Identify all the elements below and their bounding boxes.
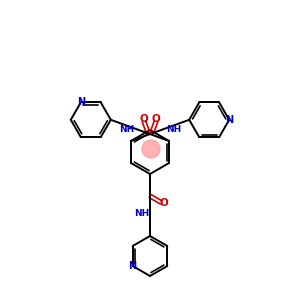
Text: N: N bbox=[77, 98, 85, 107]
Circle shape bbox=[142, 140, 160, 158]
Text: NH: NH bbox=[134, 209, 150, 218]
Text: NH: NH bbox=[119, 125, 134, 134]
Text: O: O bbox=[140, 114, 148, 124]
Text: O: O bbox=[160, 197, 169, 208]
Text: NH: NH bbox=[166, 125, 181, 134]
Text: N: N bbox=[129, 261, 137, 271]
Text: N: N bbox=[225, 115, 233, 125]
Text: O: O bbox=[152, 114, 161, 124]
